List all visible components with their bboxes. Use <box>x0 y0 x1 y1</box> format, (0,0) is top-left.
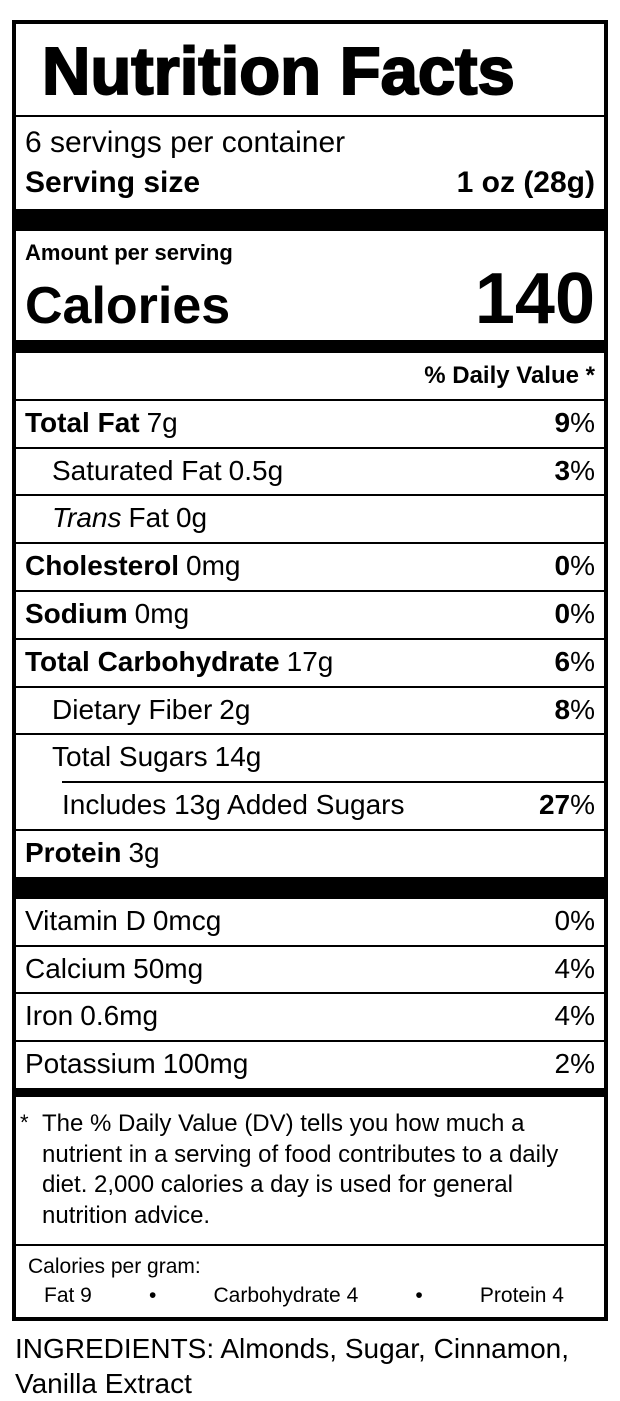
calories-per-gram-heading: Calories per gram: <box>28 1254 201 1278</box>
nutrient-name: Total Sugars 14g <box>52 741 262 773</box>
section-bar-vitamins <box>16 876 604 899</box>
vitamin-row-potassium: Potassium 100mg 2% <box>16 1040 604 1088</box>
daily-value-header: % Daily Value * <box>424 361 595 389</box>
nutrient-dv: 27% <box>538 789 595 821</box>
vitamin-row-calcium: Calcium 50mg 4% <box>16 944 604 993</box>
calories-value: 140 <box>474 259 595 340</box>
section-bar-calories <box>16 339 604 353</box>
nutrient-name: Includes 13g Added Sugars <box>62 789 405 821</box>
nutrient-dv: 9% <box>554 406 595 438</box>
vitamin-dv: 0% <box>554 904 595 936</box>
vitamin-name: Vitamin D 0mcg <box>25 904 222 936</box>
bullet-separator: • <box>149 1284 157 1308</box>
amount-per-serving: Amount per serving <box>25 240 233 265</box>
bullet-separator: • <box>415 1284 423 1308</box>
nutrient-name: Total Carbohydrate 17g <box>25 645 334 677</box>
nutrient-dv: 6% <box>554 645 595 677</box>
vitamin-dv: 4% <box>554 952 595 984</box>
daily-value-footnote: * The % Daily Value (DV) tells you how m… <box>16 1097 604 1244</box>
vitamin-dv: 2% <box>554 1048 595 1080</box>
vitamin-name: Potassium 100mg <box>25 1048 249 1080</box>
nutrient-name: Trans Fat 0g <box>52 502 208 534</box>
nutrient-row-added-sugars: Includes 13g Added Sugars 27% <box>62 783 604 829</box>
serving-size-value: 1 oz (28g) <box>456 166 595 199</box>
nutrient-row-cholesterol: Cholesterol 0mg 0% <box>16 542 604 590</box>
divider <box>16 1243 604 1246</box>
calories-label: Calories <box>25 277 231 336</box>
nutrient-name: Dietary Fiber 2g <box>52 693 251 725</box>
calories-row: Calories 140 <box>16 259 604 340</box>
serving-size-label: Serving size <box>25 166 201 199</box>
servings-per-container: 6 servings per container <box>25 126 346 159</box>
cpg-fat: Fat 9 <box>44 1284 92 1308</box>
vitamin-dv: 4% <box>554 1000 595 1032</box>
vitamin-row-iron: Iron 0.6mg 4% <box>16 992 604 1040</box>
serving-size-row: Serving size 1 oz (28g) <box>16 161 604 209</box>
nutrient-dv: 0% <box>554 597 595 629</box>
nutrient-row-total-sugars: Total Sugars 14g <box>16 733 604 781</box>
nutrient-name: Protein 3g <box>25 836 160 868</box>
section-bar-top <box>16 209 604 231</box>
nutrient-row-total-carbohydrate: Total Carbohydrate 17g 6% <box>16 637 604 686</box>
nutrient-row-protein: Protein 3g <box>16 828 604 877</box>
nutrient-row-added-sugars-wrap: Includes 13g Added Sugars 27% <box>62 781 604 829</box>
section-bar-footnote <box>16 1087 604 1097</box>
vitamin-row-vitamin-d: Vitamin D 0mcg 0% <box>16 899 604 945</box>
nutrition-facts-label: Nutrition Facts 6 servings per container… <box>12 20 608 1322</box>
vitamin-name: Iron 0.6mg <box>25 1000 159 1032</box>
calories-per-gram-row: Fat 9 • Carbohydrate 4 • Protein 4 <box>16 1280 604 1309</box>
ingredients-statement: INGREDIENTS: Almonds, Sugar, Cinnamon, V… <box>15 1333 569 1400</box>
nutrient-row-dietary-fiber: Dietary Fiber 2g 8% <box>16 685 604 734</box>
nutrient-row-total-fat: Total Fat 7g 9% <box>16 398 604 447</box>
nutrient-dv: 0% <box>554 550 595 582</box>
footnote-text: The % Daily Value (DV) tells you how muc… <box>42 1109 559 1230</box>
divider <box>16 115 604 117</box>
footnote-asterisk: * <box>20 1109 29 1135</box>
nutrient-name: Sodium 0mg <box>25 597 190 629</box>
nutrient-row-sodium: Sodium 0mg 0% <box>16 589 604 638</box>
nutrient-name: Total Fat 7g <box>25 406 178 438</box>
cpg-protein: Protein 4 <box>479 1284 564 1308</box>
vitamin-name: Calcium 50mg <box>25 952 204 984</box>
nutrient-dv: 8% <box>554 693 595 725</box>
cpg-carbohydrate: Carbohydrate 4 <box>213 1284 359 1308</box>
nutrient-name: Cholesterol 0mg <box>25 550 241 582</box>
nutrient-dv: 3% <box>554 454 595 486</box>
nutrient-row-saturated-fat: Saturated Fat 0.5g 3% <box>16 446 604 495</box>
calories-per-gram-section: Calories per gram: Fat 9 • Carbohydrate … <box>16 1246 604 1318</box>
nutrient-row-trans-fat: Trans Fat 0g <box>16 494 604 542</box>
nutrient-name: Saturated Fat 0.5g <box>52 454 284 486</box>
label-title: Nutrition Facts <box>41 34 516 109</box>
